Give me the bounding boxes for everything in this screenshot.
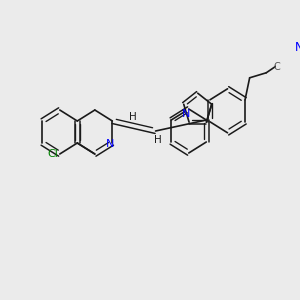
Text: N: N — [182, 109, 190, 119]
Text: H: H — [129, 112, 136, 122]
Text: N: N — [295, 41, 300, 54]
Text: H: H — [154, 135, 162, 145]
Text: N: N — [106, 139, 115, 149]
Text: Cl: Cl — [47, 149, 58, 159]
Text: C: C — [274, 62, 281, 72]
